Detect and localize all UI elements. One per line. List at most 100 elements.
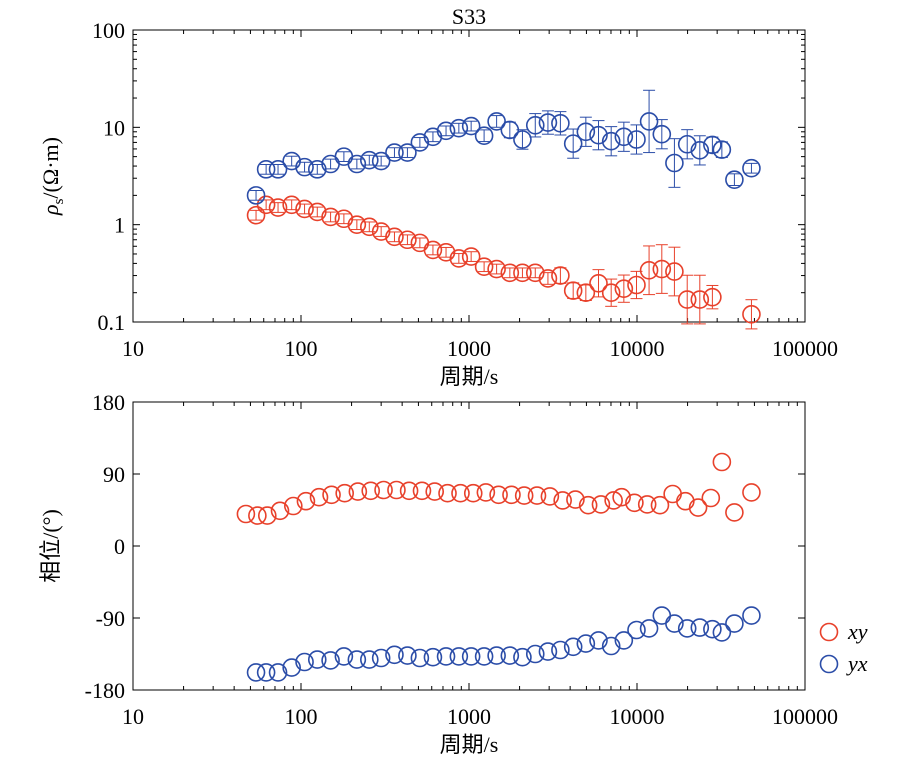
- point-yx: [639, 112, 659, 131]
- point-xy: [399, 481, 419, 501]
- point-xy: [538, 269, 558, 288]
- point-xy: [387, 480, 406, 500]
- point-yx: [385, 143, 404, 162]
- point-xy: [500, 263, 520, 283]
- point-yx: [474, 126, 494, 146]
- axes-box: [132, 29, 806, 323]
- y-tick-label: -90: [96, 606, 125, 631]
- point-yx: [703, 135, 722, 155]
- x-tick-label: 10000: [610, 336, 665, 361]
- x-tick-label: 100000: [772, 704, 838, 729]
- point-yx: [538, 113, 558, 132]
- x-tick-label: 1000: [447, 704, 491, 729]
- point-xy: [489, 485, 508, 505]
- point-xy: [347, 215, 367, 234]
- point-xy: [625, 493, 644, 513]
- point-yx: [359, 150, 379, 170]
- point-yx: [423, 647, 443, 667]
- x-tick-label: 10: [122, 704, 144, 729]
- point-yx: [246, 186, 266, 205]
- point-yx: [551, 640, 570, 660]
- point-yx: [410, 133, 430, 152]
- point-yx: [690, 141, 710, 160]
- point-xy: [295, 199, 314, 219]
- point-yx: [295, 652, 314, 672]
- point-yx: [652, 606, 672, 625]
- point-yx: [449, 647, 469, 666]
- x-tick-label: 10000: [610, 704, 665, 729]
- phase-panel: 10 100 1000 10000 100000 -180 -90 0 90 180 周期/s 相位/…: [38, 390, 838, 757]
- point-yx: [256, 160, 276, 179]
- point-xy: [270, 501, 290, 521]
- point-xy: [463, 483, 483, 503]
- point-yx: [256, 663, 276, 682]
- point-xy: [527, 486, 547, 505]
- point-yx: [268, 160, 288, 179]
- point-yx: [677, 619, 697, 638]
- point-xy: [742, 483, 761, 502]
- point-xy: [461, 247, 481, 266]
- point-xy: [576, 283, 596, 302]
- point-xy: [701, 488, 721, 508]
- point-yx: [347, 650, 367, 669]
- point-yx: [601, 131, 621, 151]
- point-xy: [284, 496, 303, 516]
- y-tick-label: 180: [92, 390, 125, 415]
- point-xy: [690, 290, 710, 309]
- point-xy: [385, 227, 404, 247]
- x-tick-label: 100: [285, 336, 318, 361]
- point-xy: [335, 483, 354, 503]
- point-xy: [348, 482, 368, 501]
- chart-title: S33: [452, 4, 486, 29]
- point-xy: [688, 498, 708, 517]
- point-xy: [268, 198, 288, 217]
- point-xy: [296, 491, 316, 511]
- point-yx: [665, 614, 684, 633]
- point-xy: [322, 485, 341, 505]
- point-xy: [282, 195, 301, 215]
- point-xy: [476, 483, 496, 502]
- point-xy: [246, 205, 266, 225]
- point-yx: [742, 606, 761, 625]
- point-yx: [423, 127, 443, 147]
- point-yx: [601, 636, 621, 656]
- point-yx: [563, 637, 583, 657]
- point-xy: [677, 290, 697, 309]
- point-xy: [712, 452, 732, 472]
- point-xy: [566, 490, 585, 509]
- point-xy: [639, 260, 659, 280]
- point-xy: [423, 240, 443, 260]
- x-tick-label: 100: [285, 704, 318, 729]
- point-xy: [513, 263, 532, 283]
- resistivity-panel: 10 100 1000 10000 100000 0.1 1 10 100 S33 周期/s ρs/(…: [38, 4, 838, 389]
- point-xy: [650, 495, 670, 515]
- point-yx: [500, 646, 520, 665]
- point-yx: [347, 154, 367, 174]
- point-xy: [398, 230, 417, 250]
- point-xy: [563, 281, 583, 300]
- point-yx: [652, 124, 672, 144]
- point-yx: [385, 645, 404, 665]
- point-yx: [703, 619, 722, 639]
- point-xy: [374, 480, 393, 500]
- point-yx: [614, 631, 634, 650]
- axes-box: [132, 401, 806, 691]
- point-xy: [551, 266, 570, 285]
- point-xy: [553, 491, 572, 510]
- x-tick-label: 10: [122, 336, 144, 361]
- point-xy: [514, 486, 534, 505]
- point-yx: [436, 647, 456, 666]
- point-yx: [410, 648, 430, 668]
- point-xy: [248, 506, 267, 525]
- legend: xy yx: [819, 619, 868, 676]
- x-tick-label: 100000: [772, 336, 838, 361]
- point-yx: [742, 158, 761, 178]
- point-yx: [307, 650, 327, 669]
- point-yx: [371, 648, 391, 668]
- point-xy: [742, 304, 761, 324]
- y-tick-label: 0: [114, 534, 125, 559]
- legend-marker-xy: [819, 622, 839, 642]
- y-tick-label: 100: [92, 18, 125, 43]
- point-yx: [398, 143, 417, 162]
- point-yx: [563, 134, 583, 153]
